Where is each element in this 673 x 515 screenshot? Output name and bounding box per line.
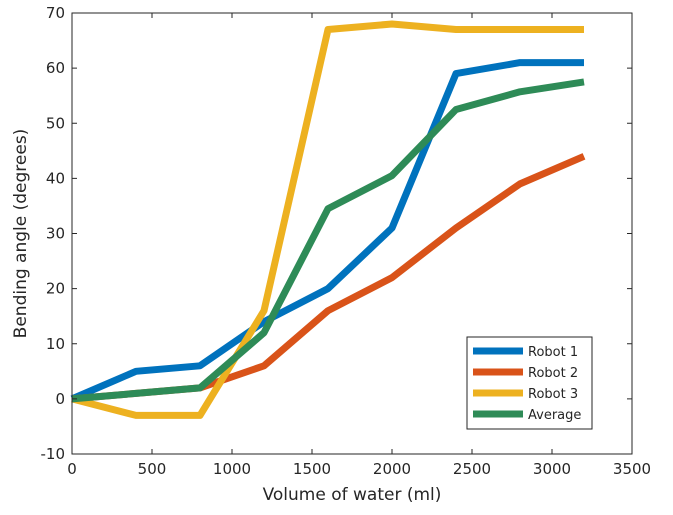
legend-label: Average <box>528 408 581 423</box>
x-tick-label: 1000 <box>213 460 251 478</box>
x-tick-label: 3500 <box>613 460 651 478</box>
x-tick-label: 2500 <box>453 460 491 478</box>
legend-label: Robot 1 <box>528 345 578 360</box>
axis-ticks: 0 500 1000 1500 2000 2500 3000 3500-10010203040… <box>41 4 652 478</box>
legend-label: Robot 3 <box>528 387 578 402</box>
x-tick-label: 3000 <box>533 460 571 478</box>
x-axis-label: Volume of water (ml) <box>263 485 442 505</box>
y-tick-label: 50 <box>46 114 65 132</box>
y-tick-label: 0 <box>55 390 65 408</box>
x-tick-label: 2000 <box>373 460 411 478</box>
legend: Robot 1 Robot 2 Robot 3 Average <box>466 336 593 430</box>
series-lines <box>70 20 586 419</box>
legend-label: Robot 2 <box>528 366 578 381</box>
y-tick-label: 40 <box>46 169 65 187</box>
y-tick-label: 10 <box>46 335 65 353</box>
y-tick-label: -10 <box>41 445 66 463</box>
y-tick-label: 30 <box>46 225 65 243</box>
series-line-robot-3 <box>71 20 584 419</box>
y-tick-label: 60 <box>46 59 65 77</box>
x-tick-label: 0 <box>67 460 77 478</box>
x-tick-label: 1500 <box>293 460 331 478</box>
x-tick-label: 500 <box>138 460 167 478</box>
series-line-robot-1 <box>70 59 584 403</box>
y-axis-label: Bending angle (degrees) <box>11 129 31 339</box>
y-tick-label: 20 <box>46 280 65 298</box>
y-tick-label: 70 <box>46 4 65 22</box>
series-line-average <box>71 78 585 403</box>
